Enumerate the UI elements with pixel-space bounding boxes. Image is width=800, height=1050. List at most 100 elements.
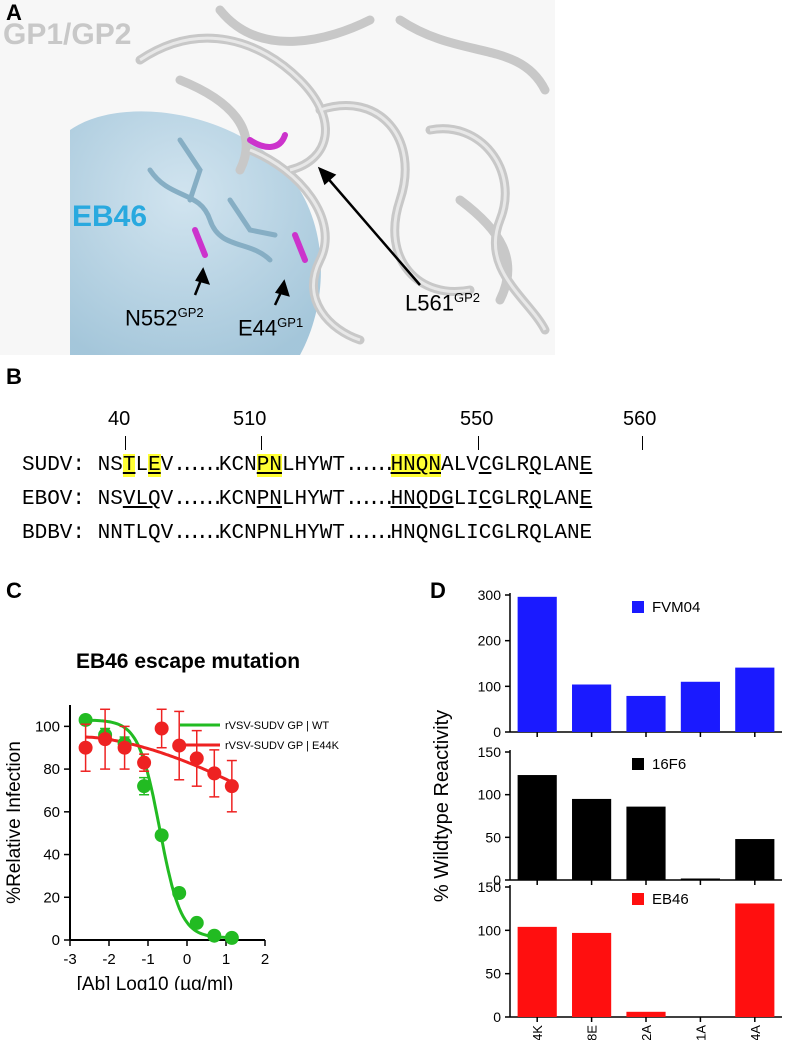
bar: [517, 596, 557, 732]
reactivity-bar-charts: % Wildtype Reactivity 0 100 200 300 FVM04 0 50 1…: [431, 587, 782, 1040]
legend-label: FVM04: [652, 599, 700, 616]
y-tick-label: 0: [52, 932, 60, 949]
legend-label: EB46: [652, 891, 689, 908]
y-tick-label: 40: [43, 847, 60, 864]
x-tick-label: 2: [261, 951, 269, 968]
data-point-e44k: [172, 738, 187, 753]
data-point-e44k: [224, 779, 239, 794]
legend-swatch: [632, 893, 644, 905]
bar: [735, 903, 775, 1017]
data-point-wt: [137, 779, 152, 794]
seq-gap: ......: [344, 454, 396, 477]
data-point-e44k: [189, 751, 204, 766]
y-axis-label: %Relative Infection: [4, 741, 25, 904]
bar: [517, 926, 557, 1017]
sequence-name: EBOV:: [22, 488, 86, 511]
residue-label-l561: L561GP2: [405, 290, 480, 316]
seq-segment-2: KCNPNLHYWT: [218, 488, 345, 511]
position-label: 560: [623, 408, 657, 430]
data-point-e44k: [117, 740, 132, 755]
protein-structure-illustration: [0, 0, 555, 355]
bar: [626, 806, 666, 880]
data-point-wt: [207, 928, 222, 943]
bar: [572, 684, 612, 732]
complex-label: GP1/GP2: [3, 18, 132, 51]
data-point-wt: [154, 828, 169, 843]
seq-gap: ......: [344, 522, 396, 545]
bar: [735, 839, 775, 880]
seq-gap: ......: [173, 522, 224, 545]
data-point-e44k: [78, 740, 93, 755]
y-tick-label: 50: [485, 829, 501, 845]
y-tick-label: 100: [478, 787, 502, 803]
y-tick-label: 150: [478, 744, 502, 760]
y-tick-label: 0: [493, 1009, 501, 1025]
legend-swatch: [632, 758, 644, 770]
data-point-wt: [224, 930, 239, 945]
antibody-label: EB46: [72, 200, 148, 233]
y-tick-label: 200: [478, 633, 502, 649]
y-tick-label: 150: [478, 879, 502, 895]
structure-image: GP1/GP2 EB46 N552GP2 E44GP1 L561GP2: [0, 0, 555, 355]
y-tick-label: 100: [478, 922, 502, 938]
sequence-name: SUDV:: [22, 454, 86, 477]
position-tick: [642, 436, 643, 450]
y-tick-label: 50: [485, 966, 501, 982]
dose-response-chart: EB46 escape mutation-3 -2 -1 0 1 202040608010…: [4, 650, 340, 990]
bar: [626, 695, 666, 732]
sequence-row-sudv: SUDV: NSTLEV......KCNPNLHYWT......HNQNAL…: [22, 454, 592, 477]
position-label: 40: [108, 408, 131, 430]
chart-title: EB46 escape mutation: [76, 650, 300, 673]
legend-label: rVSV-SUDV GP | E44K: [225, 740, 340, 752]
data-point-wt: [78, 712, 93, 727]
seq-segment-3: HNQNALVCGLRQLANE: [390, 454, 593, 477]
panel-label-c: C: [6, 578, 22, 603]
sequence-name: BDBV:: [22, 522, 86, 545]
bar: [680, 878, 720, 880]
category-label: L561A: [693, 1025, 708, 1040]
position-label: 550: [460, 408, 494, 430]
seq-segment-1: NNTLQV: [97, 522, 174, 545]
category-label: E564A: [748, 1025, 763, 1040]
bar: [626, 1011, 666, 1017]
x-axis-label: [Ab] Log10 (µg/ml): [77, 974, 234, 990]
seq-gap: ......: [173, 488, 224, 511]
data-point-e44k: [154, 721, 169, 736]
residue-label-n552: N552GP2: [125, 305, 204, 331]
x-tick-label: -2: [102, 951, 115, 968]
bar: [680, 681, 720, 732]
position-tick: [261, 436, 262, 450]
x-tick-label: 0: [183, 951, 191, 968]
bar: [517, 775, 557, 880]
data-point-wt: [172, 886, 187, 900]
bar: [735, 667, 775, 732]
y-axis-label: % Wildtype Reactivity: [431, 710, 453, 902]
data-point-e44k: [137, 755, 152, 770]
data-point-e44k: [207, 766, 222, 781]
y-tick-label: 0: [493, 724, 501, 740]
y-tick-label: 0: [493, 872, 501, 888]
sequence-row-bdbv: BDBV: NNTLQV......KCNPNLHYWT......HNQNGL…: [22, 522, 592, 545]
x-tick-label: 1: [222, 951, 230, 968]
seq-gap: ......: [344, 488, 396, 511]
legend-swatch: [632, 601, 644, 613]
x-tick-label: -3: [63, 951, 76, 968]
seq-segment-2: KCNPNLHYWT: [218, 454, 345, 477]
position-tick: [478, 436, 479, 450]
x-tick-label: -1: [141, 951, 154, 968]
seq-segment-3: HNQNGLICGLRQLANE: [390, 522, 593, 545]
data-point-wt: [189, 915, 204, 930]
residue-label-e44: E44GP1: [238, 315, 304, 341]
category-label: E44K: [530, 1025, 545, 1040]
seq-segment-3: HNQDGLICGLRQLANE: [390, 488, 593, 511]
panel-label-a: A: [6, 0, 22, 25]
category-label: N552A: [639, 1025, 654, 1040]
legend-label: 16F6: [652, 756, 686, 773]
y-tick-label: 80: [43, 761, 60, 778]
panel-label-d: D: [430, 578, 446, 603]
seq-segment-1: NSTLEV: [97, 454, 174, 477]
legend-label: rVSV-SUDV GP | WT: [225, 720, 329, 732]
y-tick-label: 60: [43, 804, 60, 821]
seq-gap: ......: [173, 454, 224, 477]
y-tick-label: 20: [43, 889, 60, 906]
